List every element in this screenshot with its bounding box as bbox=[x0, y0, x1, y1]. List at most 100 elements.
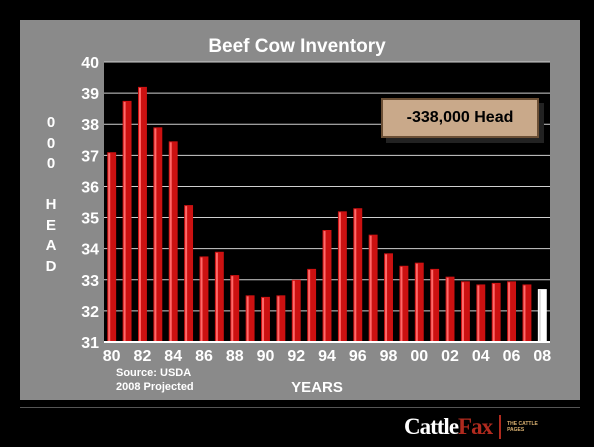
y-axis-label-char: D bbox=[45, 257, 57, 275]
bar bbox=[460, 281, 470, 342]
bar-highlight bbox=[461, 282, 464, 341]
bar-highlight bbox=[185, 206, 188, 341]
bar-highlight bbox=[277, 296, 280, 341]
bar-highlight bbox=[385, 254, 388, 341]
y-axis-label-char: 0 bbox=[46, 134, 56, 152]
bar-highlight bbox=[338, 212, 341, 341]
x-tick-label: 86 bbox=[195, 348, 213, 365]
y-tick-label: 31 bbox=[81, 335, 99, 352]
x-tick-label: 04 bbox=[472, 348, 490, 365]
bar-highlight bbox=[538, 290, 541, 341]
bar-highlight bbox=[354, 209, 357, 341]
bar-highlight bbox=[508, 282, 511, 341]
bar-highlight bbox=[492, 283, 495, 341]
y-axis-label-char: 0 bbox=[46, 155, 56, 172]
change-callout: -338,000 Head bbox=[381, 98, 539, 138]
bar bbox=[522, 284, 532, 342]
bar bbox=[230, 275, 240, 342]
bar-highlight bbox=[123, 101, 126, 341]
bar-highlight bbox=[215, 252, 218, 341]
y-axis-label-char bbox=[40, 175, 62, 196]
bar-highlight bbox=[169, 142, 172, 341]
y-tick-label: 38 bbox=[81, 117, 99, 134]
bar-highlight bbox=[231, 276, 234, 341]
y-tick-label: 33 bbox=[81, 273, 99, 290]
bar-highlight bbox=[308, 269, 311, 341]
bar bbox=[476, 284, 486, 342]
bar bbox=[384, 253, 393, 342]
bar bbox=[322, 230, 332, 342]
bar bbox=[245, 295, 255, 342]
logo-wordmark: CattleFax bbox=[404, 414, 493, 440]
y-axis-label-char: 0 bbox=[46, 114, 56, 131]
x-tick-label: 96 bbox=[349, 348, 367, 365]
bar bbox=[430, 268, 440, 342]
bar bbox=[507, 281, 517, 342]
cattlefax-logo: CattleFax THE CATTLE PAGES bbox=[404, 412, 539, 442]
logo-tagline: THE CATTLE PAGES bbox=[507, 421, 538, 433]
y-tick-label: 39 bbox=[81, 86, 99, 103]
bar-highlight bbox=[369, 235, 372, 341]
y-tick-label: 40 bbox=[81, 55, 99, 72]
projected-bar bbox=[537, 289, 547, 342]
projection-note: 2008 Projected bbox=[116, 381, 194, 393]
bar bbox=[414, 262, 424, 342]
bar bbox=[214, 251, 224, 342]
bar bbox=[445, 276, 455, 342]
bar bbox=[353, 208, 363, 342]
footer-divider bbox=[20, 407, 580, 408]
bar-highlight bbox=[523, 285, 526, 341]
y-tick-label: 35 bbox=[81, 211, 99, 228]
x-tick-label: 94 bbox=[318, 348, 336, 365]
y-tick-label: 32 bbox=[81, 304, 99, 321]
bar bbox=[368, 234, 378, 342]
x-tick-label: 00 bbox=[410, 348, 428, 365]
bar-highlight bbox=[154, 128, 157, 341]
x-tick-label: 08 bbox=[533, 348, 551, 365]
y-tick-label: 34 bbox=[81, 242, 99, 259]
logo-word-fax: Fax bbox=[458, 414, 493, 439]
bar-highlight bbox=[138, 87, 141, 341]
logo-word-cattle: Cattle bbox=[404, 414, 459, 439]
y-axis-label-char: H bbox=[45, 196, 57, 213]
bar bbox=[491, 282, 501, 342]
bar-highlight bbox=[292, 280, 295, 341]
bar-highlight bbox=[400, 266, 403, 341]
bar-highlight bbox=[108, 153, 111, 341]
x-axis-label: YEARS bbox=[291, 379, 343, 396]
bar-highlight bbox=[246, 296, 249, 341]
x-tick-label: 02 bbox=[441, 348, 459, 365]
bar bbox=[337, 211, 347, 342]
bar bbox=[168, 141, 178, 342]
x-tick-label: 88 bbox=[226, 348, 244, 365]
bar-highlight bbox=[431, 269, 434, 341]
y-tick-label: 36 bbox=[81, 179, 99, 196]
y-tick-label: 37 bbox=[81, 148, 99, 165]
x-tick-label: 98 bbox=[380, 348, 398, 365]
bar bbox=[153, 127, 163, 342]
bar-highlight bbox=[415, 263, 418, 341]
x-tick-label: 92 bbox=[287, 348, 305, 365]
bar bbox=[399, 265, 409, 342]
y-axis-label-char: A bbox=[45, 237, 57, 254]
logo-separator bbox=[499, 415, 502, 439]
source-line: Source: USDA bbox=[116, 367, 192, 379]
source-note: Source: USDA 2008 Projected bbox=[116, 366, 194, 394]
bar-highlight bbox=[446, 277, 449, 341]
bar bbox=[107, 152, 117, 342]
y-axis-label-char: E bbox=[45, 216, 56, 234]
bar-highlight bbox=[262, 297, 265, 341]
bar-highlight bbox=[323, 231, 326, 341]
bar bbox=[261, 296, 270, 342]
bar bbox=[199, 256, 209, 342]
x-tick-label: 90 bbox=[257, 348, 275, 365]
bar-highlight bbox=[200, 257, 203, 341]
bar bbox=[276, 295, 286, 342]
x-tick-label: 06 bbox=[503, 348, 521, 365]
bar bbox=[307, 268, 317, 342]
x-tick-label: 82 bbox=[134, 348, 152, 365]
bar bbox=[122, 100, 132, 342]
bar bbox=[291, 279, 301, 342]
bar bbox=[184, 205, 194, 342]
